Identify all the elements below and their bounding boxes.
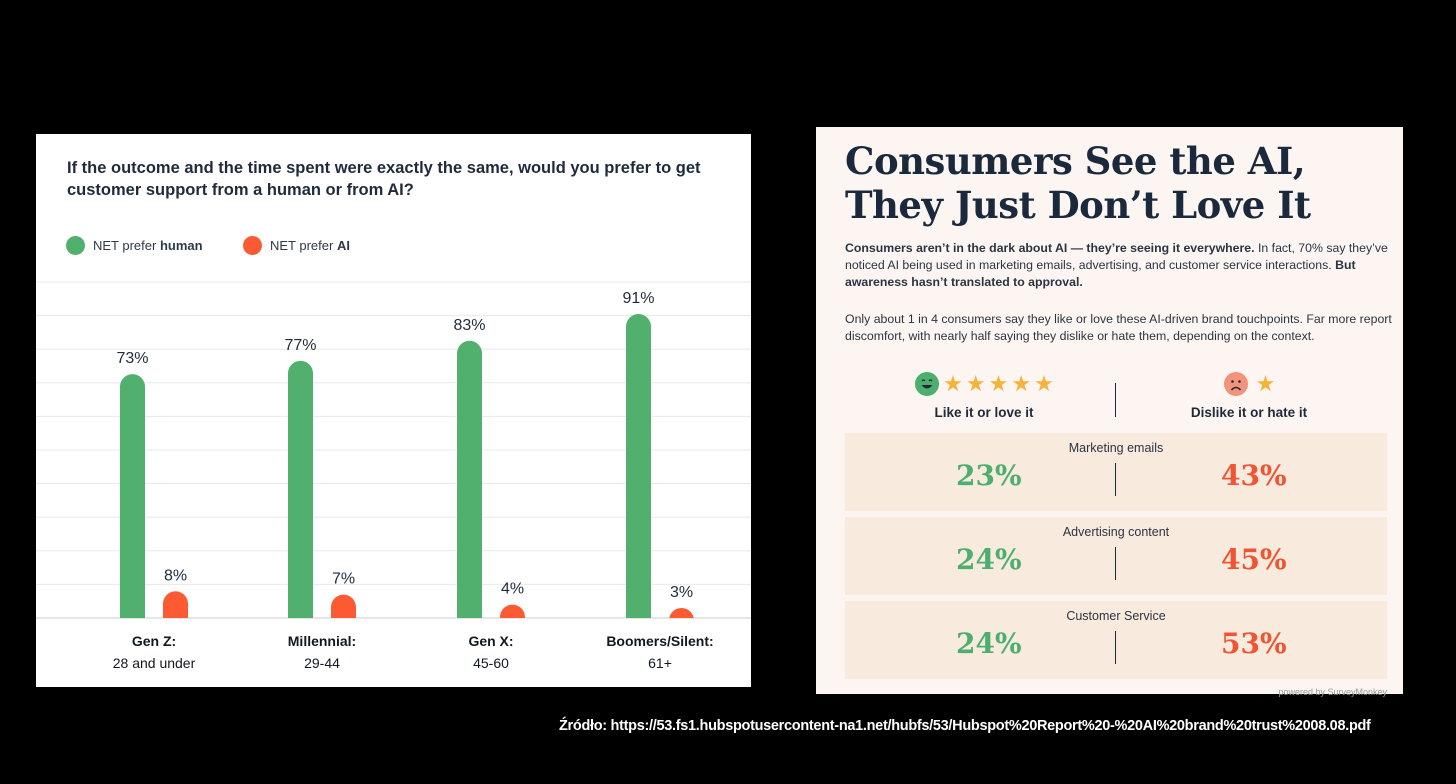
legend-human-prefix: NET prefer bbox=[93, 238, 160, 253]
row-label: Customer Service bbox=[1066, 609, 1166, 623]
headline-line1: Consumers See the AI, bbox=[845, 139, 1306, 183]
legend-human-bold: human bbox=[159, 238, 203, 253]
category-label: Boomers/Silent: bbox=[606, 633, 713, 649]
category-sublabel: 45-60 bbox=[473, 655, 509, 671]
legend-dot-ai-icon bbox=[243, 236, 262, 255]
row-label: Advertising content bbox=[1062, 525, 1170, 539]
chart-title: If the outcome and the time spent were e… bbox=[67, 159, 701, 199]
star-icon: ★ bbox=[988, 371, 1009, 396]
like-rating: ★ ★ ★ ★ ★ bbox=[908, 371, 1060, 397]
dislike-rating: ★ bbox=[1179, 371, 1319, 397]
powered-by: powered by SurveyMonkey bbox=[1278, 687, 1387, 697]
like-group: ★ ★ ★ ★ ★ Like it or love it bbox=[908, 371, 1060, 420]
sad-face-icon bbox=[1223, 372, 1248, 396]
star-icon: ★ bbox=[1011, 371, 1032, 396]
star-icon: ★ bbox=[943, 371, 963, 396]
dislike-group: ★ Dislike it or hate it bbox=[1179, 371, 1319, 420]
legend-ai-bold: AI bbox=[336, 238, 350, 253]
intro-bold: Consumers aren’t in the dark about AI — … bbox=[845, 241, 1255, 255]
data-label: 73% bbox=[116, 350, 148, 367]
dislike-percentage: 53% bbox=[1221, 627, 1287, 660]
bar-ai bbox=[669, 607, 694, 621]
intro-text: In fact, 70% say they’ve noticed AI bein… bbox=[845, 241, 1388, 272]
data-label: 8% bbox=[164, 567, 187, 584]
data-label: 7% bbox=[332, 571, 355, 588]
headline: Consumers See the AI, They Just Don’t Lo… bbox=[845, 139, 1385, 227]
dislike-percentage: 43% bbox=[1221, 459, 1287, 492]
headline-line2: They Just Don’t Love It bbox=[845, 183, 1311, 227]
like-percentage: 24% bbox=[956, 543, 1022, 576]
category-sublabel: 28 and under bbox=[113, 655, 196, 671]
dislike-label: Dislike it or hate it bbox=[1190, 405, 1308, 420]
like-percentage: 24% bbox=[956, 627, 1022, 660]
legend-ai: NET prefer AI bbox=[243, 236, 350, 255]
source-caption: Źródło: https://53.fs1.hubspotuserconten… bbox=[559, 718, 1371, 734]
infographic-panel: Consumers See the AI, They Just Don’t Lo… bbox=[816, 127, 1403, 697]
happy-face-icon bbox=[915, 372, 940, 396]
data-label: 83% bbox=[453, 317, 485, 334]
row-divider bbox=[1115, 631, 1116, 664]
star-icon: ★ bbox=[965, 371, 986, 396]
row-label: Marketing emails bbox=[1068, 441, 1164, 455]
legend-ai-prefix: NET prefer bbox=[270, 238, 337, 253]
row-marketing-emails: Marketing emails 23% 43% bbox=[845, 433, 1387, 511]
bar-chart: 73% 77% 83% 91% 8% 7% 4% 3% Gen Z: 28 and under Mi… bbox=[36, 281, 751, 671]
like-label: Like it or love it bbox=[934, 405, 1034, 420]
star-icon: ★ bbox=[1255, 371, 1276, 396]
data-label: 77% bbox=[284, 337, 316, 354]
bar-ai bbox=[331, 594, 356, 618]
intro-bold-2: But awareness hasn’t translated to appro… bbox=[845, 258, 1356, 289]
chart-panel: If the outcome and the time spent were e… bbox=[36, 134, 751, 687]
bar-human bbox=[120, 374, 145, 618]
bar-human bbox=[288, 360, 313, 618]
data-label: 4% bbox=[501, 581, 524, 598]
intro-paragraph: Consumers aren’t in the dark about AI — … bbox=[845, 240, 1393, 291]
legend-dot-human-icon bbox=[66, 236, 85, 255]
data-label: 3% bbox=[670, 584, 693, 601]
category-label: Gen X: bbox=[468, 633, 513, 649]
row-divider bbox=[1115, 463, 1116, 496]
detail-paragraph: Only about 1 in 4 consumers say they lik… bbox=[845, 312, 1392, 343]
like-percentage: 23% bbox=[956, 459, 1022, 492]
bar-ai bbox=[500, 604, 525, 618]
bar-human bbox=[457, 340, 482, 618]
bar-human bbox=[626, 314, 651, 618]
star-icon: ★ bbox=[1034, 371, 1054, 396]
legend-human: NET prefer human bbox=[66, 236, 203, 255]
row-advertising-content: Advertising content 24% 45% bbox=[845, 517, 1387, 595]
bar-ai bbox=[163, 591, 188, 618]
category-label: Gen Z: bbox=[132, 633, 176, 649]
category-label: Millennial: bbox=[288, 633, 356, 649]
category-sublabel: 61+ bbox=[648, 655, 672, 671]
row-divider bbox=[1115, 547, 1116, 580]
category-sublabel: 29-44 bbox=[304, 655, 340, 671]
row-customer-service: Customer Service 24% 53% bbox=[845, 601, 1387, 679]
dislike-percentage: 45% bbox=[1221, 543, 1287, 576]
data-label: 91% bbox=[622, 290, 654, 307]
rating-divider bbox=[1115, 383, 1116, 417]
